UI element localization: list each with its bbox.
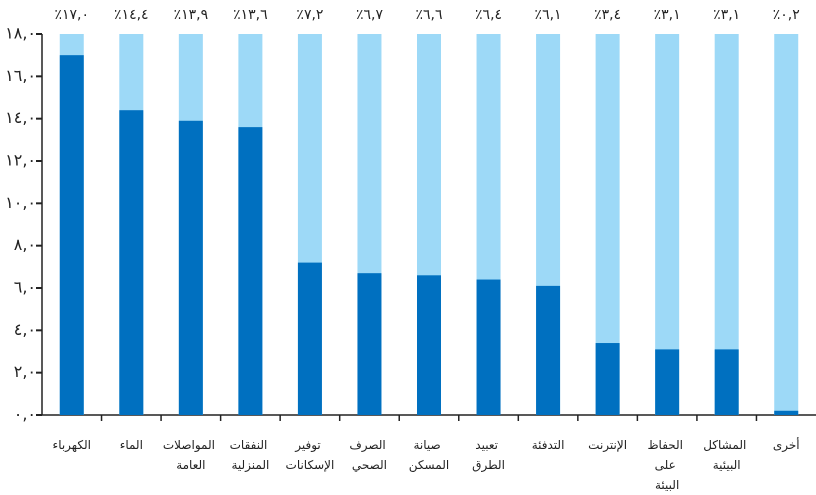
x-tick-label: الحفاظ على البيئة <box>647 438 686 492</box>
bar <box>595 343 620 415</box>
bar-background <box>774 34 799 415</box>
bar <box>357 273 382 415</box>
x-tick-label: الصرف الصحي <box>349 438 389 472</box>
x-tick-label: المشاكل البيئية <box>703 438 750 472</box>
x-tick-label: الكهرباء <box>53 438 91 453</box>
value-label: ٪٠,٢ <box>773 7 800 23</box>
y-tick-label: ١٦,٠ <box>5 66 36 85</box>
bar <box>119 110 144 415</box>
y-tick-label: ١٢,٠ <box>5 151 36 170</box>
bar <box>297 262 322 415</box>
value-label: ٪٦,٤ <box>475 7 502 23</box>
y-tick-label: ٨,٠ <box>14 235 36 254</box>
bar <box>417 275 441 415</box>
value-label: ٪٣,١ <box>654 7 681 23</box>
bar <box>178 120 203 416</box>
bar <box>655 349 680 415</box>
value-label: ٪٧,٢ <box>296 7 323 23</box>
value-label: ٪٣,٤ <box>594 7 621 23</box>
x-tick-label: صيانة المسكن <box>409 438 449 473</box>
value-label: ٪٦,٦ <box>415 7 442 23</box>
x-tick-label: المواصلات العامة <box>163 438 219 472</box>
bar <box>714 349 739 415</box>
value-label: ٪١٣,٦ <box>233 7 268 23</box>
y-tick-label: ١٨,٠ <box>5 24 36 43</box>
y-tick-label: ١٠,٠ <box>5 193 36 212</box>
y-tick-label: ١٤,٠ <box>5 108 36 127</box>
x-tick-label: الماء <box>120 438 143 452</box>
x-tick-label: أخرى <box>773 437 800 453</box>
value-label: ٪٦,٧ <box>356 7 384 23</box>
y-tick-label: ٠,٠ <box>14 405 36 424</box>
value-label: ٪١٣,٩ <box>174 7 209 23</box>
x-tick-label: تعبيد الطرق <box>472 438 505 473</box>
y-tick-label: ٤,٠ <box>14 320 36 339</box>
x-tick-label: النفقات المنزلية <box>230 438 272 473</box>
y-tick-label: ٢,٠ <box>14 362 36 381</box>
x-tick-label: الإنترنت <box>588 438 627 453</box>
bar <box>59 55 84 416</box>
bar <box>476 279 501 415</box>
value-label: ٪٦,١ <box>535 7 562 23</box>
x-tick-label: التدفئة <box>532 438 565 452</box>
bar <box>536 285 561 415</box>
bar <box>238 127 263 415</box>
value-label: ٪٣,١ <box>713 7 740 23</box>
y-tick-label: ٦,٠ <box>14 278 36 297</box>
bar <box>774 410 799 415</box>
x-tick-label: توفير الإسكانات <box>286 438 335 472</box>
value-label: ٪١٤,٤ <box>114 7 149 23</box>
value-label: ٪١٧,٠ <box>54 7 89 23</box>
